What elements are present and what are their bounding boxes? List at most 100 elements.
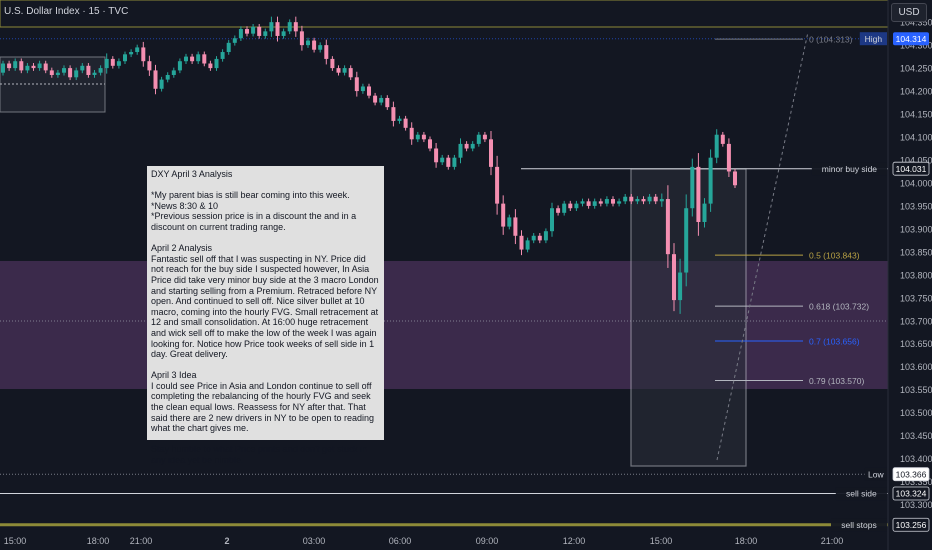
- candle-body: [720, 134, 725, 144]
- candle-body: [641, 199, 646, 202]
- candle-body: [537, 235, 542, 241]
- y-tick-label: 103.950: [900, 201, 932, 211]
- candle-body: [470, 143, 475, 149]
- candle-body: [37, 63, 42, 69]
- candle-body: [367, 86, 371, 96]
- candle-body: [629, 196, 634, 202]
- candle-body: [373, 95, 378, 103]
- candle-body: [86, 65, 91, 75]
- candle-body: [672, 254, 676, 301]
- candle-body: [519, 235, 524, 250]
- candle-body: [696, 166, 701, 223]
- top-toolbar-frame: [0, 0, 889, 28]
- candle-body: [501, 203, 506, 227]
- y-tick-label: 104.250: [900, 64, 932, 74]
- y-tick-label: 103.300: [900, 500, 932, 510]
- candle-body: [251, 26, 256, 34]
- candle-body: [611, 199, 615, 204]
- candle-body: [263, 31, 268, 36]
- price-name-0: High: [865, 34, 883, 44]
- candle-body: [360, 86, 365, 92]
- y-tick-label: 103.400: [900, 454, 932, 464]
- price-tag-1: [892, 161, 930, 176]
- candle-body: [385, 97, 390, 108]
- candle-body: [153, 70, 158, 89]
- x-tick-label: 06:00: [389, 536, 412, 546]
- candle-body: [604, 199, 609, 204]
- candle-body: [104, 58, 109, 69]
- candle-body: [562, 203, 567, 213]
- x-tick-label: 15:00: [650, 536, 673, 546]
- candle-body: [458, 143, 463, 158]
- x-tick-label: 12:00: [563, 536, 586, 546]
- candle-body: [165, 74, 170, 80]
- candle-body: [574, 203, 579, 209]
- candle-body: [80, 65, 85, 71]
- y-tick-label: 104.100: [900, 133, 932, 143]
- price-tag-2: [892, 467, 930, 482]
- candle-body: [428, 139, 432, 149]
- candle-body: [159, 79, 164, 89]
- candle-body: [177, 61, 182, 71]
- candle-body: [446, 157, 451, 167]
- candle-body: [202, 54, 207, 64]
- candle-body: [196, 54, 201, 62]
- candle-body: [684, 208, 689, 273]
- candle-body: [1, 63, 5, 73]
- candle-body: [653, 196, 658, 202]
- currency-button[interactable]: USD: [891, 3, 927, 22]
- candle-body: [275, 22, 280, 36]
- candle-body: [25, 65, 30, 71]
- analysis-note[interactable]: DXY April 3 Analysis *My parent bias is …: [147, 166, 384, 465]
- price-name-4: sell stops: [841, 520, 876, 530]
- candle-body: [287, 22, 292, 32]
- candle-body: [19, 61, 24, 71]
- fib-label-1: 0.5 (103.843): [809, 251, 860, 261]
- y-tick-label: 103.750: [900, 293, 932, 303]
- price-tag-3: [892, 486, 930, 501]
- candle-body: [659, 199, 664, 202]
- candle-body: [49, 70, 54, 75]
- candle-body: [232, 38, 237, 43]
- price-name-bg-1: [811, 162, 887, 176]
- candle-body: [123, 54, 127, 62]
- fib-label-4: 0.79 (103.570): [809, 376, 864, 386]
- candle-body: [690, 166, 695, 209]
- candle-body: [214, 58, 219, 69]
- candle-body: [586, 201, 591, 206]
- candle-body: [726, 143, 731, 172]
- candle-body: [379, 97, 384, 103]
- candle-body: [62, 68, 66, 73]
- candle-body: [592, 201, 597, 206]
- candle-body: [98, 68, 103, 73]
- price-name-2: Low: [868, 469, 884, 479]
- candle-body: [330, 58, 335, 69]
- candle-body: [208, 63, 213, 69]
- price-name-bg-0: [859, 32, 887, 46]
- candle-body: [74, 70, 79, 78]
- candle-body: [245, 29, 249, 34]
- candle-body: [647, 196, 652, 202]
- pd-zone: [0, 261, 888, 389]
- x-tick-label: 21:00: [130, 536, 153, 546]
- candle-body: [543, 231, 548, 241]
- price-tag-value-0: 104.314: [896, 34, 927, 44]
- candle-body: [129, 52, 134, 55]
- y-tick-label: 103.500: [900, 408, 932, 418]
- price-tag-value-2: 103.366: [896, 469, 927, 479]
- x-tick-label: 2: [224, 536, 229, 546]
- chart-title: U.S. Dollar Index · 15 · TVC: [4, 6, 129, 17]
- candle-body: [403, 118, 408, 128]
- candle-body: [7, 63, 12, 69]
- candle-body: [550, 208, 554, 232]
- y-tick-label: 103.800: [900, 270, 932, 280]
- price-tag-value-1: 104.031: [896, 164, 927, 174]
- y-tick-label: 104.200: [900, 87, 932, 97]
- candle-body: [141, 47, 146, 62]
- price-name-3: sell side: [846, 489, 877, 499]
- candle-body: [55, 72, 60, 75]
- fib-label-0: 0 (104.313): [809, 35, 853, 45]
- candle-body: [733, 171, 737, 186]
- price-tag-value-4: 103.256: [896, 520, 927, 530]
